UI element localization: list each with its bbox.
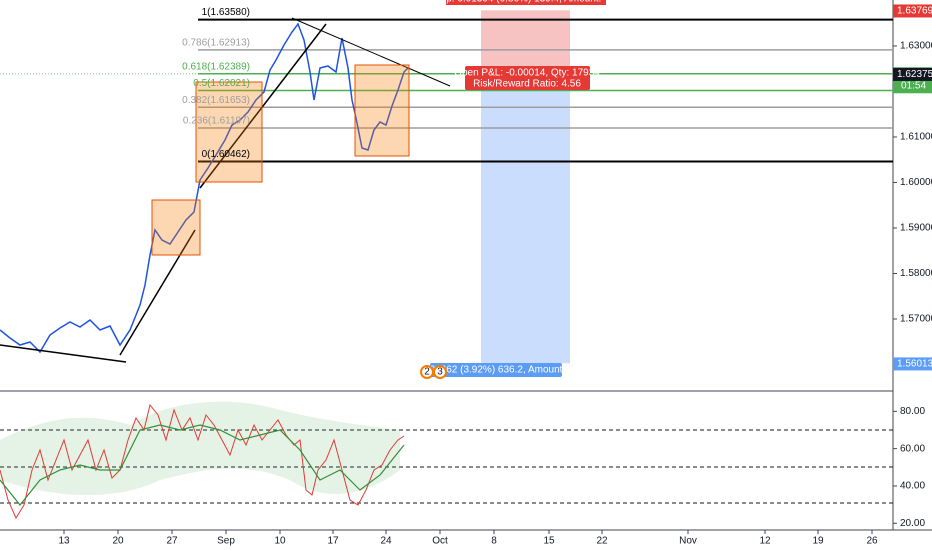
price-tick-label: 1.63000 (900, 41, 932, 52)
price-tick-label: 1.59000 (900, 223, 932, 234)
fib-label: 0.786(1.62913) (182, 38, 250, 49)
price-tick-label: 1.60000 (900, 177, 932, 188)
stop-label-bg (446, 0, 606, 5)
price-tag (893, 4, 932, 18)
drawings-back (0, 10, 893, 504)
stop-label: Stop: 0.01394 (0.86%) 139.4, Amount: 730 (431, 0, 621, 5)
rr-label: Risk/Reward Ratio: 4.56 (473, 79, 581, 90)
osc-tick-label: 40.00 (900, 481, 925, 492)
time-label: 27 (166, 536, 178, 547)
trend-lines (0, 17, 451, 363)
time-label: 24 (380, 536, 392, 547)
highlight-box (195, 81, 263, 183)
price-tick-label: 1.61000 (900, 132, 932, 143)
time-label: Nov (679, 536, 697, 547)
event-badge (433, 365, 447, 379)
time-label: 13 (58, 536, 70, 547)
fib-label: 0.5(1.62021) (193, 78, 250, 89)
event-badge-label: 2 (424, 367, 430, 378)
price-tag-label: 1.63769 (897, 6, 932, 17)
fib-label: 0.618(1.62389) (182, 61, 250, 72)
trend-line (291, 17, 451, 87)
stop-zone (481, 10, 570, 74)
highlight-boxes (151, 64, 410, 256)
time-label: Sep (217, 536, 235, 547)
highlight-box (354, 64, 410, 157)
time-label: 26 (866, 536, 878, 547)
pnl-box (465, 66, 590, 90)
price-tick-label: 1.57000 (900, 314, 932, 325)
osc-tick-label: 60.00 (900, 443, 925, 454)
fib-label: 0(1.60462) (202, 149, 250, 160)
pnl-label: Open P&L: -0.00014, Qty: 17934 (454, 68, 600, 79)
price-tag-label: 1.56013 (897, 359, 932, 370)
target-label: Target: 0.06362 (3.92%) 636.2, Amount: 2… (388, 365, 605, 376)
time-label: 22 (596, 536, 608, 547)
overlay: Stop: 0.01394 (0.86%) 139.4, Amount: 730… (182, 0, 932, 379)
target-zone (481, 73, 570, 364)
trend-line (199, 23, 327, 189)
highlight-box (151, 199, 201, 256)
target-label-bg (430, 363, 562, 377)
time-label: 19 (812, 536, 824, 547)
trend-line (0, 344, 127, 363)
band-fill (0, 401, 400, 495)
trend-line (119, 229, 196, 356)
fib-label: 0.382(1.61653) (182, 95, 250, 106)
price-tag (893, 357, 932, 371)
time-label: 20 (112, 536, 124, 547)
time-label: 17 (327, 536, 339, 547)
signal-line (0, 424, 405, 506)
fib-label: 0.236(1.61197) (183, 116, 250, 127)
time-label: Oct (432, 536, 448, 547)
price-tag (893, 67, 932, 81)
osc-tick-label: 80.00 (900, 406, 925, 417)
time-label: 12 (759, 536, 771, 547)
countdown: 01:54 (901, 80, 926, 91)
time-label: 10 (274, 536, 286, 547)
oscillator-line (0, 403, 405, 520)
time-label: 8 (491, 536, 497, 547)
osc-tick-label: 20.00 (900, 518, 925, 529)
fib-label: 1(1.63580) (202, 7, 250, 18)
event-badge-label: 3 (437, 367, 443, 378)
price-tick-label: 1.58000 (900, 268, 932, 279)
time-label: 15 (543, 536, 555, 547)
price-tag-label: 1.62375 (897, 69, 932, 80)
